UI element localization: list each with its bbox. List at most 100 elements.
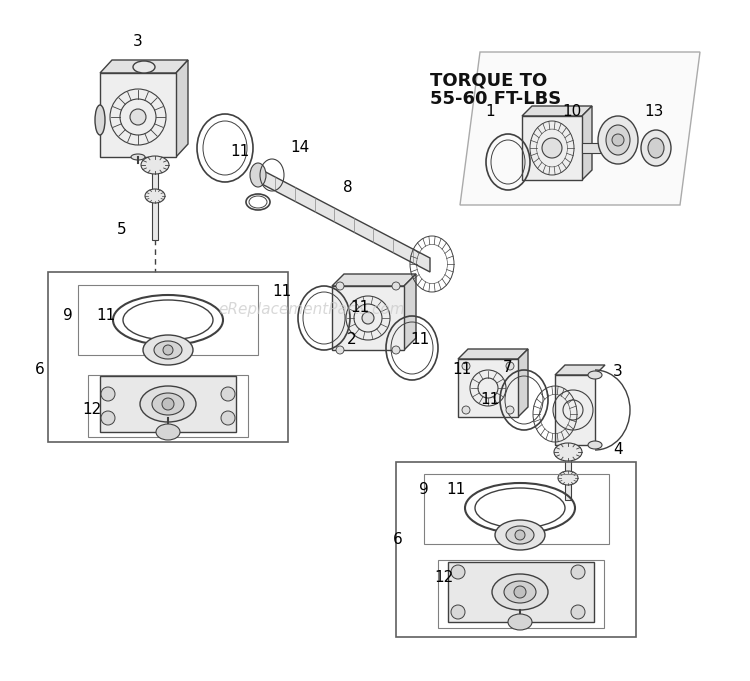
Ellipse shape [606,125,630,155]
Ellipse shape [554,443,582,461]
Text: eReplacementParts.com: eReplacementParts.com [218,302,404,317]
Text: TORQUE TO: TORQUE TO [430,72,548,90]
Ellipse shape [492,574,548,610]
Bar [448,562,594,622]
Text: 11: 11 [96,308,116,323]
Circle shape [462,362,470,370]
Text: 8: 8 [344,180,352,195]
Text: 9: 9 [419,483,429,498]
Circle shape [221,411,235,425]
Ellipse shape [250,163,266,187]
Bar [424,474,609,544]
Ellipse shape [131,154,145,160]
Bar [582,143,620,153]
Circle shape [362,312,374,324]
Polygon shape [332,274,416,286]
Circle shape [506,362,514,370]
Polygon shape [555,365,605,375]
Polygon shape [555,375,595,445]
Polygon shape [460,52,700,205]
Text: 1: 1 [485,104,495,119]
Circle shape [221,387,235,401]
Text: 11: 11 [452,362,472,377]
Polygon shape [176,60,188,157]
Ellipse shape [154,341,182,359]
Circle shape [506,406,514,414]
Text: 14: 14 [290,140,310,155]
Text: 9: 9 [63,308,73,323]
Text: 11: 11 [230,144,250,159]
Bar [48,272,288,442]
Polygon shape [100,60,188,73]
Polygon shape [404,274,416,350]
Text: 2: 2 [347,332,357,347]
Bar [152,165,158,240]
Bar [396,462,636,637]
Ellipse shape [156,424,180,440]
Circle shape [392,282,400,290]
Polygon shape [518,349,528,417]
Text: 6: 6 [393,533,403,548]
Bar [88,375,248,437]
Ellipse shape [143,335,193,365]
Bar [78,285,258,355]
Polygon shape [332,286,404,350]
Circle shape [451,605,465,619]
Circle shape [514,586,526,598]
Polygon shape [100,73,176,157]
Ellipse shape [506,526,534,544]
Circle shape [101,387,115,401]
Text: 3: 3 [134,35,142,50]
Ellipse shape [140,386,196,422]
Ellipse shape [504,581,536,603]
Circle shape [462,406,470,414]
Ellipse shape [145,189,165,203]
Circle shape [571,605,585,619]
Text: 3: 3 [614,364,622,379]
Ellipse shape [648,138,664,158]
Ellipse shape [615,141,625,155]
Circle shape [571,565,585,579]
Text: 13: 13 [644,104,664,119]
Circle shape [392,346,400,354]
Polygon shape [458,349,528,359]
Text: 12: 12 [82,402,102,417]
Text: 5: 5 [117,223,127,238]
Text: 10: 10 [562,104,582,119]
Text: 55-60 FT-LBS: 55-60 FT-LBS [430,90,561,108]
Circle shape [451,565,465,579]
Ellipse shape [598,116,638,164]
Ellipse shape [558,471,578,485]
Ellipse shape [641,130,671,166]
Text: 6: 6 [35,362,45,377]
Ellipse shape [588,371,602,379]
Circle shape [336,282,344,290]
Ellipse shape [95,105,105,135]
Bar [438,560,604,628]
Text: 11: 11 [272,285,292,300]
Text: 7: 7 [503,360,513,375]
Polygon shape [522,116,582,180]
Text: 11: 11 [446,483,466,498]
Circle shape [163,345,173,355]
Polygon shape [522,106,592,116]
Bar [565,452,571,500]
Ellipse shape [588,441,602,449]
Text: 11: 11 [480,392,500,407]
Circle shape [162,398,174,410]
Ellipse shape [141,156,169,174]
Text: 4: 4 [614,443,622,458]
Ellipse shape [152,393,184,415]
Text: 11: 11 [350,300,370,315]
Bar [100,376,236,432]
Text: 12: 12 [434,571,454,586]
Ellipse shape [133,61,155,73]
Ellipse shape [508,614,532,630]
Circle shape [542,138,562,158]
Polygon shape [582,106,592,180]
Circle shape [130,109,146,125]
Circle shape [612,134,624,146]
Text: 11: 11 [410,332,430,347]
Circle shape [101,411,115,425]
Ellipse shape [495,520,545,550]
